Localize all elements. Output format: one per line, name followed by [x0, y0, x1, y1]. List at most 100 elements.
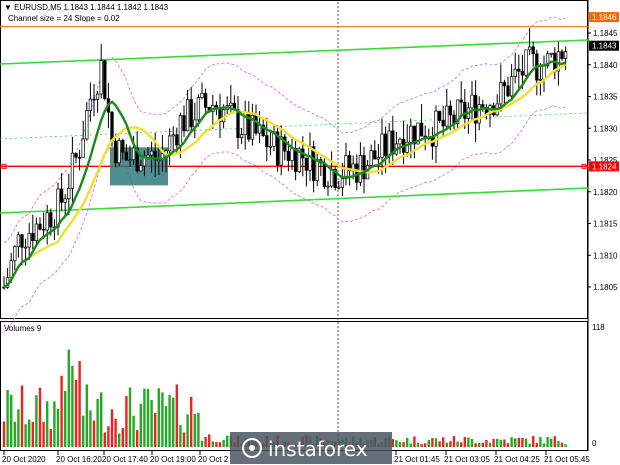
- volume-bar: [96, 398, 99, 447]
- candle-body: [236, 109, 240, 139]
- volume-bar: [28, 419, 31, 447]
- volume-bar: [6, 389, 9, 447]
- volume-bar: [118, 433, 121, 447]
- volume-bar: [42, 421, 45, 447]
- candle-body: [527, 46, 532, 51]
- candle-body: [441, 120, 445, 127]
- candle-body: [88, 98, 93, 111]
- x-tick-label: 21 Oct 01:45: [394, 455, 440, 464]
- candle-body: [416, 122, 420, 145]
- volume-bar: [496, 438, 499, 447]
- band-upper: [3, 16, 566, 244]
- volume-bar: [452, 435, 456, 447]
- candle-body: [293, 147, 298, 172]
- volume-bar: [17, 409, 20, 447]
- volume-bar: [193, 413, 196, 447]
- volume-bar: [463, 436, 466, 447]
- candle-body: [459, 99, 463, 103]
- candle-body: [139, 165, 143, 172]
- volume-bar: [416, 442, 420, 447]
- volume-bar: [215, 442, 218, 447]
- volume-bar: [107, 426, 110, 447]
- volume-bar: [564, 444, 567, 447]
- candle-body: [509, 76, 514, 97]
- instaforex-watermark: instaforex: [230, 432, 392, 464]
- volume-bar: [557, 441, 560, 447]
- volume-bar: [121, 428, 124, 447]
- candle-body: [34, 223, 39, 241]
- candle-body: [121, 140, 125, 153]
- y-tick-label: 1.1815: [593, 220, 618, 229]
- svg-text:instaforex: instaforex: [268, 437, 368, 461]
- candle-body: [481, 104, 485, 108]
- ma-slow-line: [3, 63, 567, 289]
- candle-body: [171, 134, 175, 137]
- volume-bar: [175, 384, 178, 447]
- candle-body: [333, 169, 337, 188]
- candle-body: [304, 157, 309, 171]
- volume-bar: [474, 443, 477, 447]
- volume-bar: [200, 440, 204, 447]
- volume-bar: [92, 420, 96, 447]
- level-handle-right[interactable]: [581, 163, 587, 169]
- y-tick-label: 1.1845: [593, 29, 618, 38]
- candle-body: [517, 68, 521, 72]
- candle-body: [455, 99, 460, 124]
- candle-body: [239, 134, 244, 139]
- x-tick-label: 20 Oct 16:20: [56, 455, 102, 464]
- candle-body: [279, 136, 283, 166]
- volume-bar: [168, 394, 171, 447]
- volume-bar: [211, 441, 214, 447]
- volume-bar: [424, 443, 427, 447]
- x-tick-label: 21 Oct 04:25: [494, 455, 540, 464]
- volume-bar: [535, 443, 538, 447]
- level-handle-left[interactable]: [1, 163, 7, 169]
- volume-bar: [31, 421, 34, 447]
- candle-body: [203, 92, 208, 108]
- candle-body: [448, 105, 453, 116]
- candle-body: [45, 212, 49, 231]
- candle-body: [437, 110, 442, 121]
- volume-bar: [67, 349, 70, 447]
- y-tick-label: 1.1835: [593, 93, 618, 102]
- volume-bar: [71, 365, 74, 447]
- volume-bar: [226, 435, 229, 447]
- candle-body: [149, 150, 154, 156]
- volume-bar: [139, 403, 142, 447]
- candle-body: [531, 46, 535, 55]
- candle-body: [329, 169, 334, 187]
- candle-body: [275, 131, 280, 166]
- channel-upper: [0, 39, 589, 65]
- candle-body: [545, 53, 550, 67]
- x-tick-label: 20 Oct 19:00: [150, 455, 196, 464]
- candle-body: [153, 150, 157, 161]
- volume-bar: [190, 396, 193, 447]
- candle-body: [103, 60, 107, 100]
- candle-body: [200, 92, 204, 98]
- candle-body: [369, 150, 373, 166]
- volume-bar: [103, 432, 106, 447]
- candle-body: [124, 151, 129, 161]
- volume-bar: [431, 438, 434, 447]
- candle-body: [189, 99, 193, 128]
- volume-bar: [413, 436, 416, 447]
- volume-bar: [391, 438, 394, 447]
- volume-bar: [146, 389, 150, 447]
- candle-body: [110, 111, 114, 142]
- price-tag-current: [589, 40, 619, 51]
- candle-body: [13, 246, 17, 262]
- candle-body: [229, 102, 233, 106]
- volume-bar: [60, 375, 63, 447]
- volume-bar: [157, 388, 160, 447]
- ma-fast-line: [3, 60, 567, 289]
- candle-body: [283, 136, 287, 152]
- y-tick-label: 1.1810: [593, 251, 618, 260]
- candle-body: [117, 140, 121, 164]
- candle-body: [74, 152, 78, 158]
- candle-body: [286, 150, 291, 161]
- candle-body: [506, 85, 510, 97]
- volume-bar: [186, 414, 189, 447]
- volume-bar: [467, 437, 470, 447]
- candle-body: [470, 94, 474, 109]
